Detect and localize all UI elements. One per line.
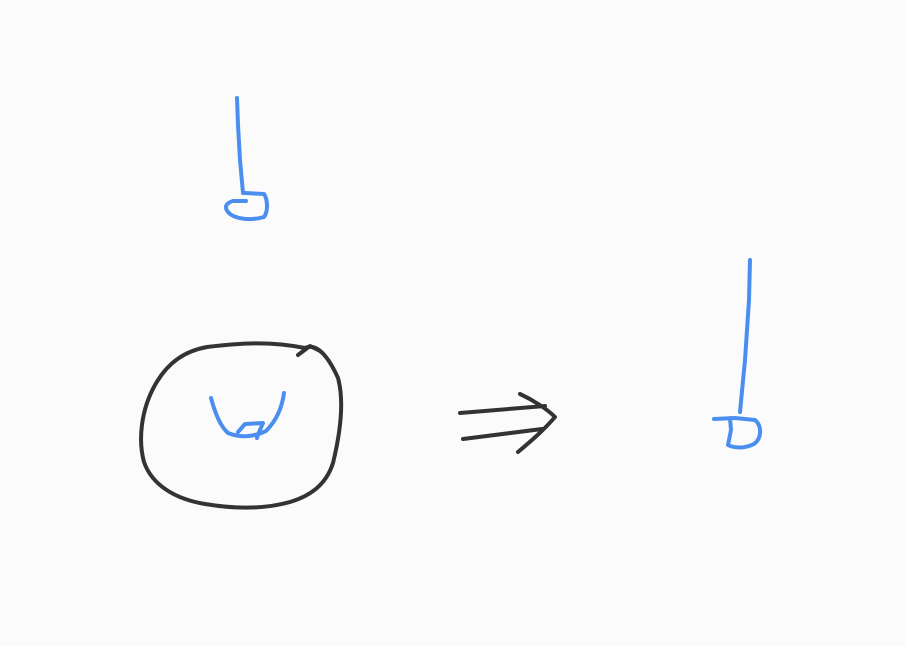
double-arrow-line-top bbox=[458, 404, 547, 415]
hanging-cup-top-left-cup bbox=[223, 191, 269, 222]
inner-u-shape-base bbox=[236, 421, 265, 440]
inner-u-shape bbox=[209, 391, 286, 439]
double-arrow-line-bottom bbox=[461, 427, 544, 441]
ball-with-cup bbox=[139, 341, 344, 510]
hanging-cup-top-left-stick bbox=[235, 96, 245, 195]
hanging-cup-right-stick bbox=[738, 258, 752, 414]
hanging-cup-right-cup bbox=[712, 416, 763, 450]
hanging-cup-right bbox=[712, 258, 763, 450]
double-arrow bbox=[458, 392, 557, 454]
double-arrow-head bbox=[516, 392, 557, 454]
hanging-cup-top-left bbox=[223, 96, 269, 222]
ball-outline-tail bbox=[296, 344, 322, 357]
